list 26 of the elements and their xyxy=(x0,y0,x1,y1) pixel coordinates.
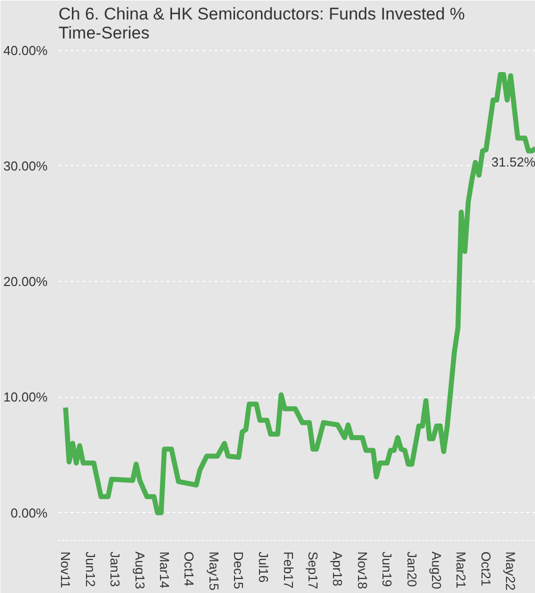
y-tick-label: 40.00% xyxy=(3,42,48,58)
x-tick-label: Mar14 xyxy=(156,552,172,588)
y-tick-label: 20.00% xyxy=(3,274,48,290)
x-tick-label: Oct14 xyxy=(182,552,197,586)
y-tick-label: 30.00% xyxy=(3,158,48,174)
y-tick-label: 0.00% xyxy=(10,505,48,520)
x-tick-label: May22 xyxy=(503,552,518,591)
x-tick-label: Mar21 xyxy=(454,552,469,588)
x-tick-label: Jun12 xyxy=(82,552,98,587)
x-tick-label: Apr18 xyxy=(330,552,346,586)
x-tick-label: Nov18 xyxy=(354,552,370,590)
x-tick-label: Nov11 xyxy=(58,552,74,588)
x-tick-label: Oct21 xyxy=(478,552,494,586)
y-tick-label: 10.00% xyxy=(3,390,48,405)
x-tick-label: May15 xyxy=(206,552,222,591)
x-tick-label: Jul16 xyxy=(256,552,271,583)
x-tick-label: Feb17 xyxy=(280,552,296,588)
x-tick-label: Jun19 xyxy=(380,552,395,587)
chart-title: Ch 6. China & HK Semiconductors: Funds Invested % Time-Series xyxy=(58,4,465,42)
x-tick-label: Aug20 xyxy=(429,552,444,590)
x-tick-label: Aug13 xyxy=(132,552,148,590)
x-tick-label: Jan20 xyxy=(404,552,420,587)
x-tick-label: Jan13 xyxy=(108,552,123,587)
annotation: 31.52% xyxy=(491,154,535,170)
x-tick-label: Sep17 xyxy=(305,552,320,590)
x-tick-label: Dec15 xyxy=(231,552,246,590)
